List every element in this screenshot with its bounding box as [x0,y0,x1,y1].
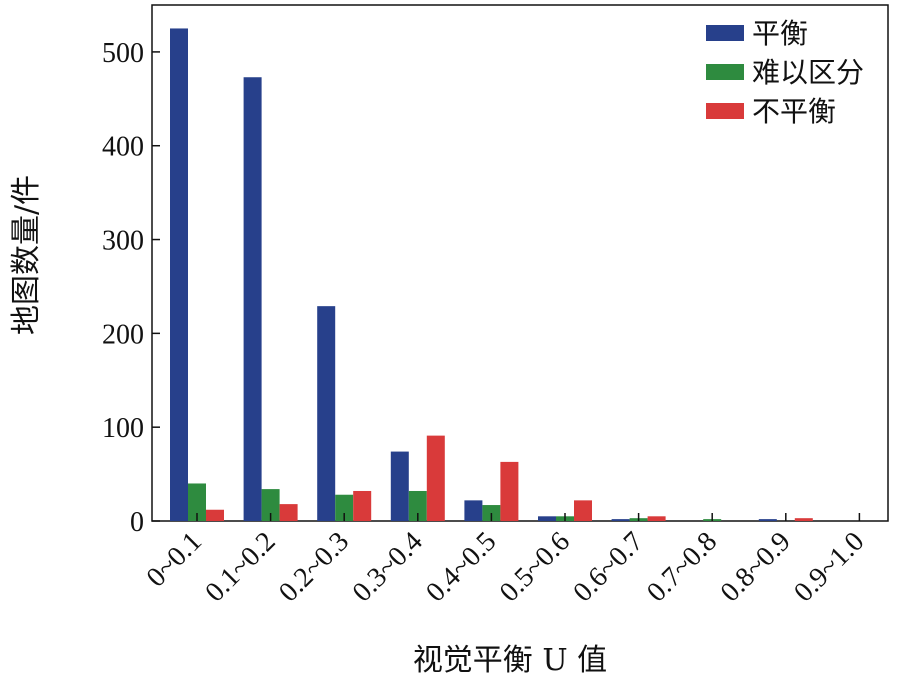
x-tick-label: 0~0.1 [141,526,208,593]
legend-label: 难以区分 [752,56,864,89]
bar [611,519,630,521]
y-tick-label: 200 [102,319,144,350]
bar [574,500,592,521]
plot-area-frame [151,4,889,522]
bar [335,494,354,521]
bar [188,483,206,521]
bar [243,77,262,522]
bar [390,451,409,521]
bar [538,516,556,521]
legend-swatch [706,103,744,119]
bar [317,306,336,521]
x-tick-label: 0.3~0.4 [347,526,429,608]
bars-group [170,28,813,522]
x-tick-label: 0.7~0.8 [641,526,723,608]
x-tick-label: 0.9~1.0 [788,526,870,608]
x-tick-label: 0.6~0.7 [567,526,649,608]
x-tick-label: 0.5~0.6 [494,526,576,608]
y-tick-label: 100 [102,413,144,444]
x-tick-label: 0.8~0.9 [715,526,797,608]
bar [500,461,519,521]
legend-swatch [706,25,744,41]
y-tick-label: 0 [130,507,144,538]
x-axis-label: 视觉平衡 U 值 [413,643,607,678]
legend-swatch [706,64,744,80]
bar [408,490,427,521]
y-axis-label: 地图数量/件 [9,175,44,335]
bar [758,519,777,521]
x-tick-label: 0.2~0.3 [273,526,355,608]
x-tick-label: 0.1~0.2 [199,526,281,608]
bar [647,516,666,521]
y-tick-label: 300 [102,226,144,257]
y-tick-label: 400 [102,132,144,163]
legend-label: 平衡 [752,17,808,50]
bar [170,28,188,521]
bar [279,504,298,521]
legend-label: 不平衡 [752,95,836,128]
bar [426,435,445,521]
bar [261,489,280,521]
bar [353,490,372,521]
y-tick-label: 500 [102,38,144,69]
bar [464,500,483,521]
x-tick-label: 0.4~0.5 [420,526,502,608]
bar [206,509,224,521]
bar [794,518,813,521]
